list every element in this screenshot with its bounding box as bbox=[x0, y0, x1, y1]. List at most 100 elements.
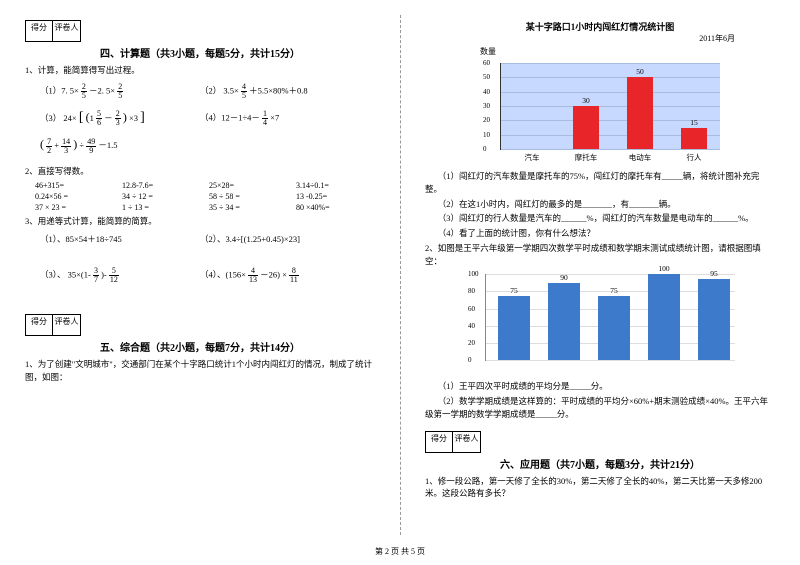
math-row-4: （1）、85×54＋18÷745 （2）、3.4÷[(1.25+0.45)×23… bbox=[40, 233, 375, 245]
q2-intro: 2、如图是王平六年级第一学期四次数学平时成绩和数学期末测试成绩统计图，请根据图填… bbox=[425, 242, 775, 268]
fraction: 413 bbox=[248, 267, 258, 284]
problem-1-3: （3） 24× [ (1 56 － 23 ) ×3 ] bbox=[40, 110, 160, 128]
denom: 2 bbox=[46, 147, 52, 155]
denom: 7 bbox=[93, 276, 99, 284]
math-row-3: ( 72 + 143 ) ÷ 499 －1.5 bbox=[40, 137, 375, 155]
chart2-plot-area: 02040608010075907510095 bbox=[485, 274, 735, 361]
text: ×3 bbox=[129, 113, 138, 123]
q2-line: （1）王平四次平时成绩的平均分是_____分。 bbox=[425, 380, 775, 393]
calc-item: 34 ÷ 12 = bbox=[122, 192, 201, 201]
paren: ) bbox=[123, 110, 127, 124]
chart1: 0102030405060汽车摩托车30电动车50行人15 bbox=[470, 58, 730, 168]
fraction: 25 bbox=[117, 83, 123, 100]
label: （2） bbox=[200, 85, 221, 95]
text: （3）、 35×(1- bbox=[40, 270, 91, 280]
denom: 9 bbox=[86, 147, 96, 155]
denom: 5 bbox=[241, 92, 247, 100]
fraction: 45 bbox=[241, 83, 247, 100]
q5-1: 1、为了创建"文明城市"，交通部门在某个十字路口统计1个小时内闯红灯的情况，制成… bbox=[25, 358, 375, 384]
label: （1）7. 5× bbox=[40, 85, 79, 95]
fraction: 23 bbox=[115, 110, 121, 127]
denom: 4 bbox=[262, 119, 268, 127]
calc-item: 46+315= bbox=[35, 181, 114, 190]
q2-intro: 2、直接写得数。 bbox=[25, 165, 375, 178]
section-4-title: 四、计算题（共3小题，每题5分，共计15分） bbox=[25, 45, 375, 60]
q6-1: 1、修一段公路，第一天修了全长的30%，第二天修了全长的40%，第二天比第一天多… bbox=[425, 475, 775, 501]
problem-1-2: （2） 3.5× 45 ＋5.5×80%＋0.8 bbox=[200, 83, 320, 100]
fraction: 143 bbox=[61, 138, 71, 155]
fraction: 811 bbox=[289, 267, 299, 284]
paren: ( bbox=[40, 137, 44, 151]
label: （4）12－1÷4－ bbox=[200, 112, 260, 122]
calc-item: 12.8-7.6= bbox=[122, 181, 201, 190]
chart1-ylabel: 数量 bbox=[480, 46, 800, 57]
bracket: [ bbox=[79, 110, 84, 125]
text: )- bbox=[101, 270, 107, 280]
denom: 11 bbox=[289, 276, 299, 284]
div: ÷ bbox=[79, 140, 84, 150]
q1-line: （1）闯红灯的汽车数量是摩托车的75%，闯红灯的摩托车有_____辆，将统计图补… bbox=[425, 170, 775, 196]
text: ＋5.5×80%＋0.8 bbox=[249, 85, 308, 95]
fraction: 56 bbox=[96, 110, 102, 127]
score-cell: 得分 bbox=[25, 314, 53, 336]
problem-3-4: （4）、(156× 413 －26) × 811 bbox=[200, 267, 320, 284]
denom: 13 bbox=[248, 276, 258, 284]
q1-line: （4）看了上面的统计图，你有什么想法？ bbox=[425, 227, 775, 240]
problem-3-1: （1）、85×54＋18÷745 bbox=[40, 233, 160, 245]
q2-line: （2）数学学期成绩是这样算的：平时成绩的平均分×60%+期末测验成绩×40%。王… bbox=[425, 395, 775, 421]
text: ×7 bbox=[270, 112, 279, 122]
calc-item: 80 ×40%= bbox=[296, 203, 375, 212]
text: －26) × bbox=[260, 270, 287, 280]
calc-grid: 46+315= 12.8-7.6= 25×28= 3.14÷0.1= 0.24×… bbox=[35, 181, 375, 212]
q1-intro: 1、计算，能简算得写出过程。 bbox=[25, 64, 375, 77]
grader-cell: 评卷人 bbox=[53, 20, 81, 42]
bracket: ] bbox=[140, 110, 145, 125]
problem-1-5: ( 72 + 143 ) ÷ 499 －1.5 bbox=[40, 137, 160, 155]
text: 1 bbox=[90, 113, 94, 123]
calc-item: 1 ÷ 13 = bbox=[122, 203, 201, 212]
q1-line: （2）在这1小时内，闯红灯的最多的是_______，有_______辆。 bbox=[425, 198, 775, 211]
denom: 5 bbox=[81, 92, 87, 100]
fraction: 25 bbox=[81, 83, 87, 100]
calc-item: 0.24×56 = bbox=[35, 192, 114, 201]
denom: 6 bbox=[96, 119, 102, 127]
grader-cell: 评卷人 bbox=[53, 314, 81, 336]
fraction: 499 bbox=[86, 138, 96, 155]
score-box-2: 得分 评卷人 bbox=[25, 314, 375, 336]
problem-3-2: （2）、3.4÷[(1.25+0.45)×23] bbox=[200, 233, 320, 245]
problem-1-1: （1）7. 5× 25 －2. 5× 25 bbox=[40, 83, 160, 100]
section-5-title: 五、综合题（共2小题，每题7分，共计14分） bbox=[25, 339, 375, 354]
problem-3-3: （3）、 35×(1- 37 )- 512 bbox=[40, 267, 160, 284]
page-footer: 第 2 页 共 5 页 bbox=[0, 546, 800, 557]
fraction: 72 bbox=[46, 138, 52, 155]
text: －1.5 bbox=[98, 140, 117, 150]
chart1-subtitle: 2011年6月 bbox=[425, 33, 735, 44]
chart1-plot-area: 0102030405060汽车摩托车30电动车50行人15 bbox=[500, 63, 720, 150]
text: 24× bbox=[63, 113, 76, 123]
label: （3） bbox=[40, 113, 61, 123]
text: －2. 5× bbox=[89, 85, 115, 95]
q3-intro: 3、用递等式计算，能简算的简算。 bbox=[25, 215, 375, 228]
q1-line: （3）闯红灯的行人数量是汽车的______%，闯红灯的汽车数量是电动车的____… bbox=[425, 212, 775, 225]
paren: ) bbox=[73, 137, 77, 151]
left-column: 得分 评卷人 四、计算题（共3小题，每题5分，共计15分） 1、计算，能简算得写… bbox=[0, 0, 400, 565]
calc-item: 3.14÷0.1= bbox=[296, 181, 375, 190]
plus: + bbox=[54, 140, 59, 150]
chart2: 02040608010075907510095 bbox=[460, 271, 740, 376]
text: 3.5× bbox=[223, 85, 238, 95]
calc-item: 35 ÷ 34 = bbox=[209, 203, 288, 212]
grader-cell: 评卷人 bbox=[453, 431, 481, 453]
math-row-2: （3） 24× [ (1 56 － 23 ) ×3 ] （4）12－1÷4－ 1… bbox=[40, 110, 375, 128]
fraction: 512 bbox=[109, 267, 119, 284]
minus: － bbox=[104, 113, 113, 123]
score-box-3: 得分 评卷人 bbox=[425, 431, 775, 453]
calc-item: 58 ÷ 58 = bbox=[209, 192, 288, 201]
denom: 3 bbox=[115, 119, 121, 127]
chart1-title: 某十字路口1小时内闯红灯情况统计图 bbox=[425, 20, 775, 33]
spacer bbox=[25, 294, 375, 314]
score-cell: 得分 bbox=[25, 20, 53, 42]
fraction: 14 bbox=[262, 110, 268, 127]
section-6-title: 六、应用题（共7小题，每题3分，共计21分） bbox=[425, 456, 775, 471]
text: （4）、(156× bbox=[200, 270, 246, 280]
fraction: 37 bbox=[93, 267, 99, 284]
